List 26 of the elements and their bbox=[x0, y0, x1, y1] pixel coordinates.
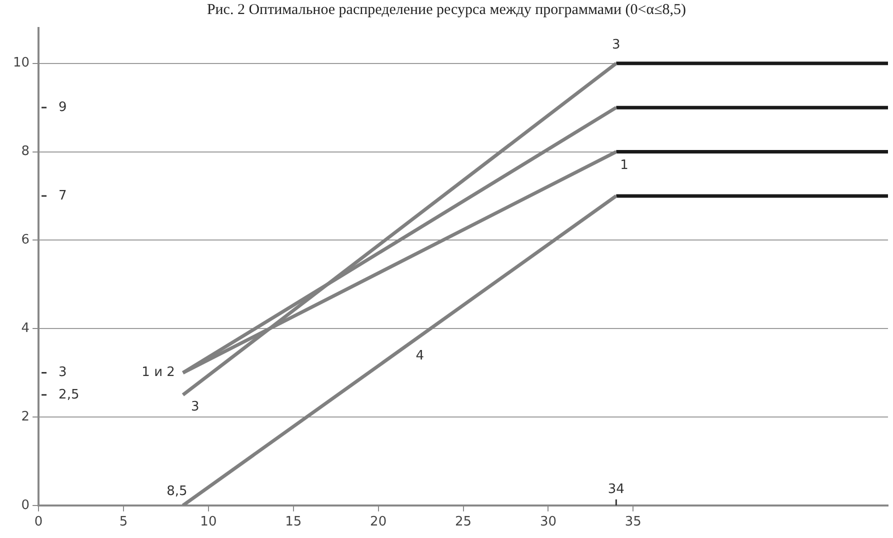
annotation: 4 bbox=[416, 348, 424, 364]
annotation: 1 и 2 bbox=[142, 365, 175, 380]
annotation: 3 bbox=[190, 399, 200, 414]
x-tick-label: 15 bbox=[285, 514, 302, 530]
annotation: 3 bbox=[612, 38, 620, 53]
x-tick-label: 35 bbox=[624, 514, 642, 530]
y-tick-label: 2 bbox=[21, 409, 30, 424]
ref-line-label: 3 bbox=[58, 365, 67, 380]
y-tick-label: 6 bbox=[21, 232, 30, 248]
y-tick-label: 10 bbox=[12, 56, 30, 71]
y-tick-label: 0 bbox=[21, 498, 30, 513]
ref-line-label: 2,5 bbox=[58, 387, 80, 402]
x-tick-label: 25 bbox=[455, 514, 472, 530]
ref-line-label: 34 bbox=[608, 482, 624, 497]
ref-line-label: 7 bbox=[58, 188, 67, 204]
x-tick-label: 30 bbox=[540, 514, 556, 530]
x-tick-label: 0 bbox=[34, 514, 43, 530]
x-tick-label: 10 bbox=[200, 514, 217, 530]
y-tick-label: 8 bbox=[21, 144, 30, 160]
annotation: 8,5 bbox=[166, 484, 188, 499]
x-tick-label: 5 bbox=[119, 514, 128, 530]
x-tick-label: 20 bbox=[370, 514, 387, 530]
ref-line-label: 9 bbox=[58, 100, 67, 115]
annotation: 1 bbox=[620, 158, 628, 174]
y-tick-label: 4 bbox=[21, 320, 30, 336]
chart-title: Рис. 2 Оптимальное распределение ресурса между программами (0<α≤8,5) bbox=[206, 2, 688, 19]
